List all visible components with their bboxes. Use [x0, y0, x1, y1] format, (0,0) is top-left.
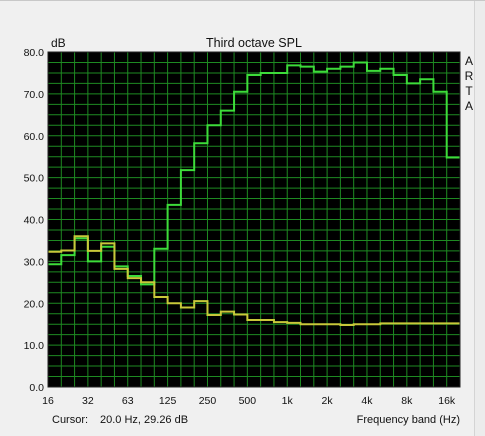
y-tick-label: 30.0 [24, 256, 45, 268]
x-tick-label: 8k [401, 395, 413, 407]
cursor-label: Cursor: [52, 414, 88, 426]
y-tick-labels: 0.0 10.0 20.0 30.0 40.0 50.0 60.0 70.0 80.0 [24, 47, 45, 394]
x-tick-label: 16 [42, 395, 54, 407]
x-tick-label: 4k [361, 395, 373, 407]
y-tick-label: 60.0 [24, 131, 45, 143]
y-tick-label: 20.0 [24, 298, 45, 310]
y-axis-unit: dB [51, 36, 66, 50]
data-series [48, 61, 460, 327]
chart-title: Third octave SPL [206, 36, 302, 50]
x-axis-label: Frequency band (Hz) [357, 414, 460, 426]
y-tick-label: 40.0 [24, 215, 45, 227]
x-tick-labels: 16 32 63 125 250 500 1k 2k 4k 8k 16k [42, 395, 456, 407]
x-tick-label: 1k [282, 395, 294, 407]
window-scrollbar[interactable] [474, 1, 485, 436]
side-letter: A [465, 54, 473, 68]
side-letter: A [465, 99, 473, 113]
y-tick-label: 50.0 [24, 173, 45, 185]
plot-frame [47, 51, 461, 388]
x-tick-label: 2k [322, 395, 334, 407]
x-tick-label: 125 [159, 395, 177, 407]
side-letter: R [465, 69, 474, 83]
y-tick-label: 80.0 [24, 47, 45, 59]
cursor-value: 20.0 Hz, 29.26 dB [100, 414, 188, 426]
y-tick-label: 70.0 [24, 89, 45, 101]
series-line-2 [48, 235, 460, 327]
x-tick-label: 250 [199, 395, 217, 407]
x-tick-label: 63 [122, 395, 134, 407]
x-tick-label: 500 [239, 395, 257, 407]
x-tick-label: 32 [82, 395, 94, 407]
y-tick-label: 0.0 [29, 382, 44, 394]
y-tick-label: 10.0 [24, 340, 45, 352]
x-tick-label: 16k [438, 395, 456, 407]
side-letter: T [465, 84, 473, 98]
